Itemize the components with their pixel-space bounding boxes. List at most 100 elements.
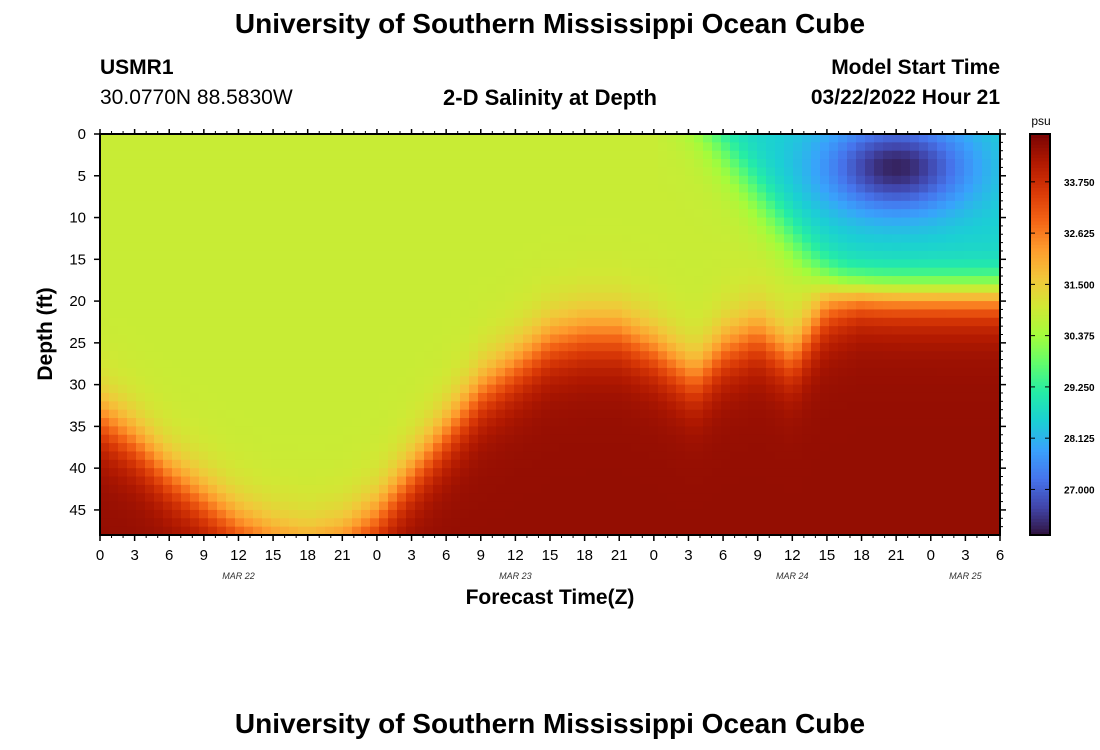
heatmap-cell bbox=[460, 309, 470, 319]
heatmap-cell bbox=[145, 309, 155, 319]
heatmap-cell bbox=[712, 309, 722, 319]
heatmap-cell bbox=[307, 175, 317, 185]
heatmap-cell bbox=[910, 451, 920, 461]
heatmap-cell bbox=[829, 292, 839, 302]
heatmap-cell bbox=[712, 200, 722, 210]
heatmap-cell bbox=[244, 334, 254, 344]
heatmap-cell bbox=[937, 317, 947, 327]
heatmap-cell bbox=[667, 267, 677, 277]
heatmap-cell bbox=[703, 451, 713, 461]
heatmap-cell bbox=[289, 342, 299, 352]
heatmap-cell bbox=[298, 150, 308, 160]
heatmap-cell bbox=[622, 326, 632, 336]
heatmap-cell bbox=[712, 192, 722, 202]
heatmap-cell bbox=[874, 292, 884, 302]
heatmap-cell bbox=[379, 234, 389, 244]
heatmap-cell bbox=[730, 443, 740, 453]
heatmap-cell bbox=[136, 284, 146, 294]
heatmap-cell bbox=[496, 426, 506, 436]
heatmap-cell bbox=[595, 468, 605, 478]
heatmap-cell bbox=[658, 367, 668, 377]
heatmap-cell bbox=[847, 200, 857, 210]
heatmap-cell bbox=[685, 317, 695, 327]
heatmap-cell bbox=[343, 501, 353, 511]
heatmap-cell bbox=[334, 217, 344, 227]
heatmap-cell bbox=[874, 418, 884, 427]
heatmap-cell bbox=[640, 493, 650, 503]
heatmap-cell bbox=[181, 526, 191, 536]
heatmap-cell bbox=[289, 200, 299, 210]
heatmap-cell bbox=[505, 376, 515, 386]
heatmap-cell bbox=[397, 309, 407, 319]
heatmap-cell bbox=[271, 434, 281, 444]
heatmap-cell bbox=[442, 259, 452, 269]
heatmap-cell bbox=[199, 484, 209, 494]
heatmap-cell bbox=[802, 134, 812, 143]
heatmap-cell bbox=[199, 242, 209, 252]
heatmap-cell bbox=[946, 501, 956, 511]
heatmap-cell bbox=[811, 309, 821, 319]
heatmap-cell bbox=[325, 409, 335, 419]
heatmap-cell bbox=[703, 484, 713, 494]
heatmap-cell bbox=[235, 359, 245, 369]
heatmap-cell bbox=[802, 376, 812, 386]
heatmap-cell bbox=[676, 376, 686, 386]
heatmap-cell bbox=[658, 526, 668, 536]
heatmap-cell bbox=[406, 334, 416, 344]
heatmap-cell bbox=[667, 384, 677, 394]
heatmap-cell bbox=[586, 225, 596, 235]
heatmap-cell bbox=[658, 142, 668, 152]
heatmap-cell bbox=[685, 150, 695, 160]
heatmap-cell bbox=[568, 150, 578, 160]
heatmap-cell bbox=[676, 234, 686, 244]
heatmap-cell bbox=[361, 384, 371, 394]
heatmap-cell bbox=[586, 392, 596, 402]
heatmap-cell bbox=[874, 225, 884, 235]
heatmap-cell bbox=[487, 493, 497, 503]
heatmap-cell bbox=[325, 276, 335, 285]
heatmap-cell bbox=[505, 342, 515, 352]
heatmap-cell bbox=[460, 384, 470, 394]
heatmap-cell bbox=[163, 351, 173, 361]
heatmap-cell bbox=[568, 401, 578, 411]
heatmap-cell bbox=[262, 259, 272, 269]
heatmap-cell bbox=[127, 225, 137, 235]
heatmap-cell bbox=[136, 526, 146, 536]
heatmap-cell bbox=[109, 351, 119, 361]
heatmap-cell bbox=[217, 276, 227, 285]
heatmap-cell bbox=[244, 134, 254, 143]
heatmap-cell bbox=[433, 443, 443, 453]
heatmap-cell bbox=[154, 234, 164, 244]
heatmap-cell bbox=[613, 426, 623, 436]
heatmap-cell bbox=[883, 167, 893, 177]
heatmap-cell bbox=[325, 267, 335, 277]
heatmap-cell bbox=[955, 217, 965, 227]
heatmap-cell bbox=[190, 167, 200, 177]
heatmap-cell bbox=[244, 418, 254, 427]
heatmap-cell bbox=[649, 217, 659, 227]
heatmap-cell bbox=[586, 134, 596, 143]
heatmap-cell bbox=[190, 301, 200, 311]
heatmap-cell bbox=[361, 392, 371, 402]
heatmap-cell bbox=[307, 476, 317, 486]
heatmap-cell bbox=[100, 326, 110, 336]
heatmap-cell bbox=[991, 301, 1001, 311]
heatmap-cell bbox=[748, 376, 758, 386]
heatmap-cell bbox=[451, 200, 461, 210]
heatmap-cell bbox=[982, 209, 992, 219]
heatmap-cell bbox=[856, 401, 866, 411]
heatmap-cell bbox=[541, 501, 551, 511]
heatmap-cell bbox=[388, 217, 398, 227]
heatmap-cell bbox=[658, 209, 668, 219]
heatmap-cell bbox=[100, 392, 110, 402]
heatmap-cell bbox=[721, 451, 731, 461]
heatmap-cell bbox=[361, 526, 371, 536]
heatmap-cell bbox=[622, 426, 632, 436]
heatmap-cell bbox=[370, 459, 380, 469]
heatmap-cell bbox=[613, 292, 623, 302]
heatmap-cell bbox=[604, 209, 614, 219]
heatmap-cell bbox=[892, 142, 902, 152]
heatmap-cell bbox=[550, 175, 560, 185]
heatmap-cell bbox=[613, 459, 623, 469]
heatmap-cell bbox=[523, 359, 533, 369]
